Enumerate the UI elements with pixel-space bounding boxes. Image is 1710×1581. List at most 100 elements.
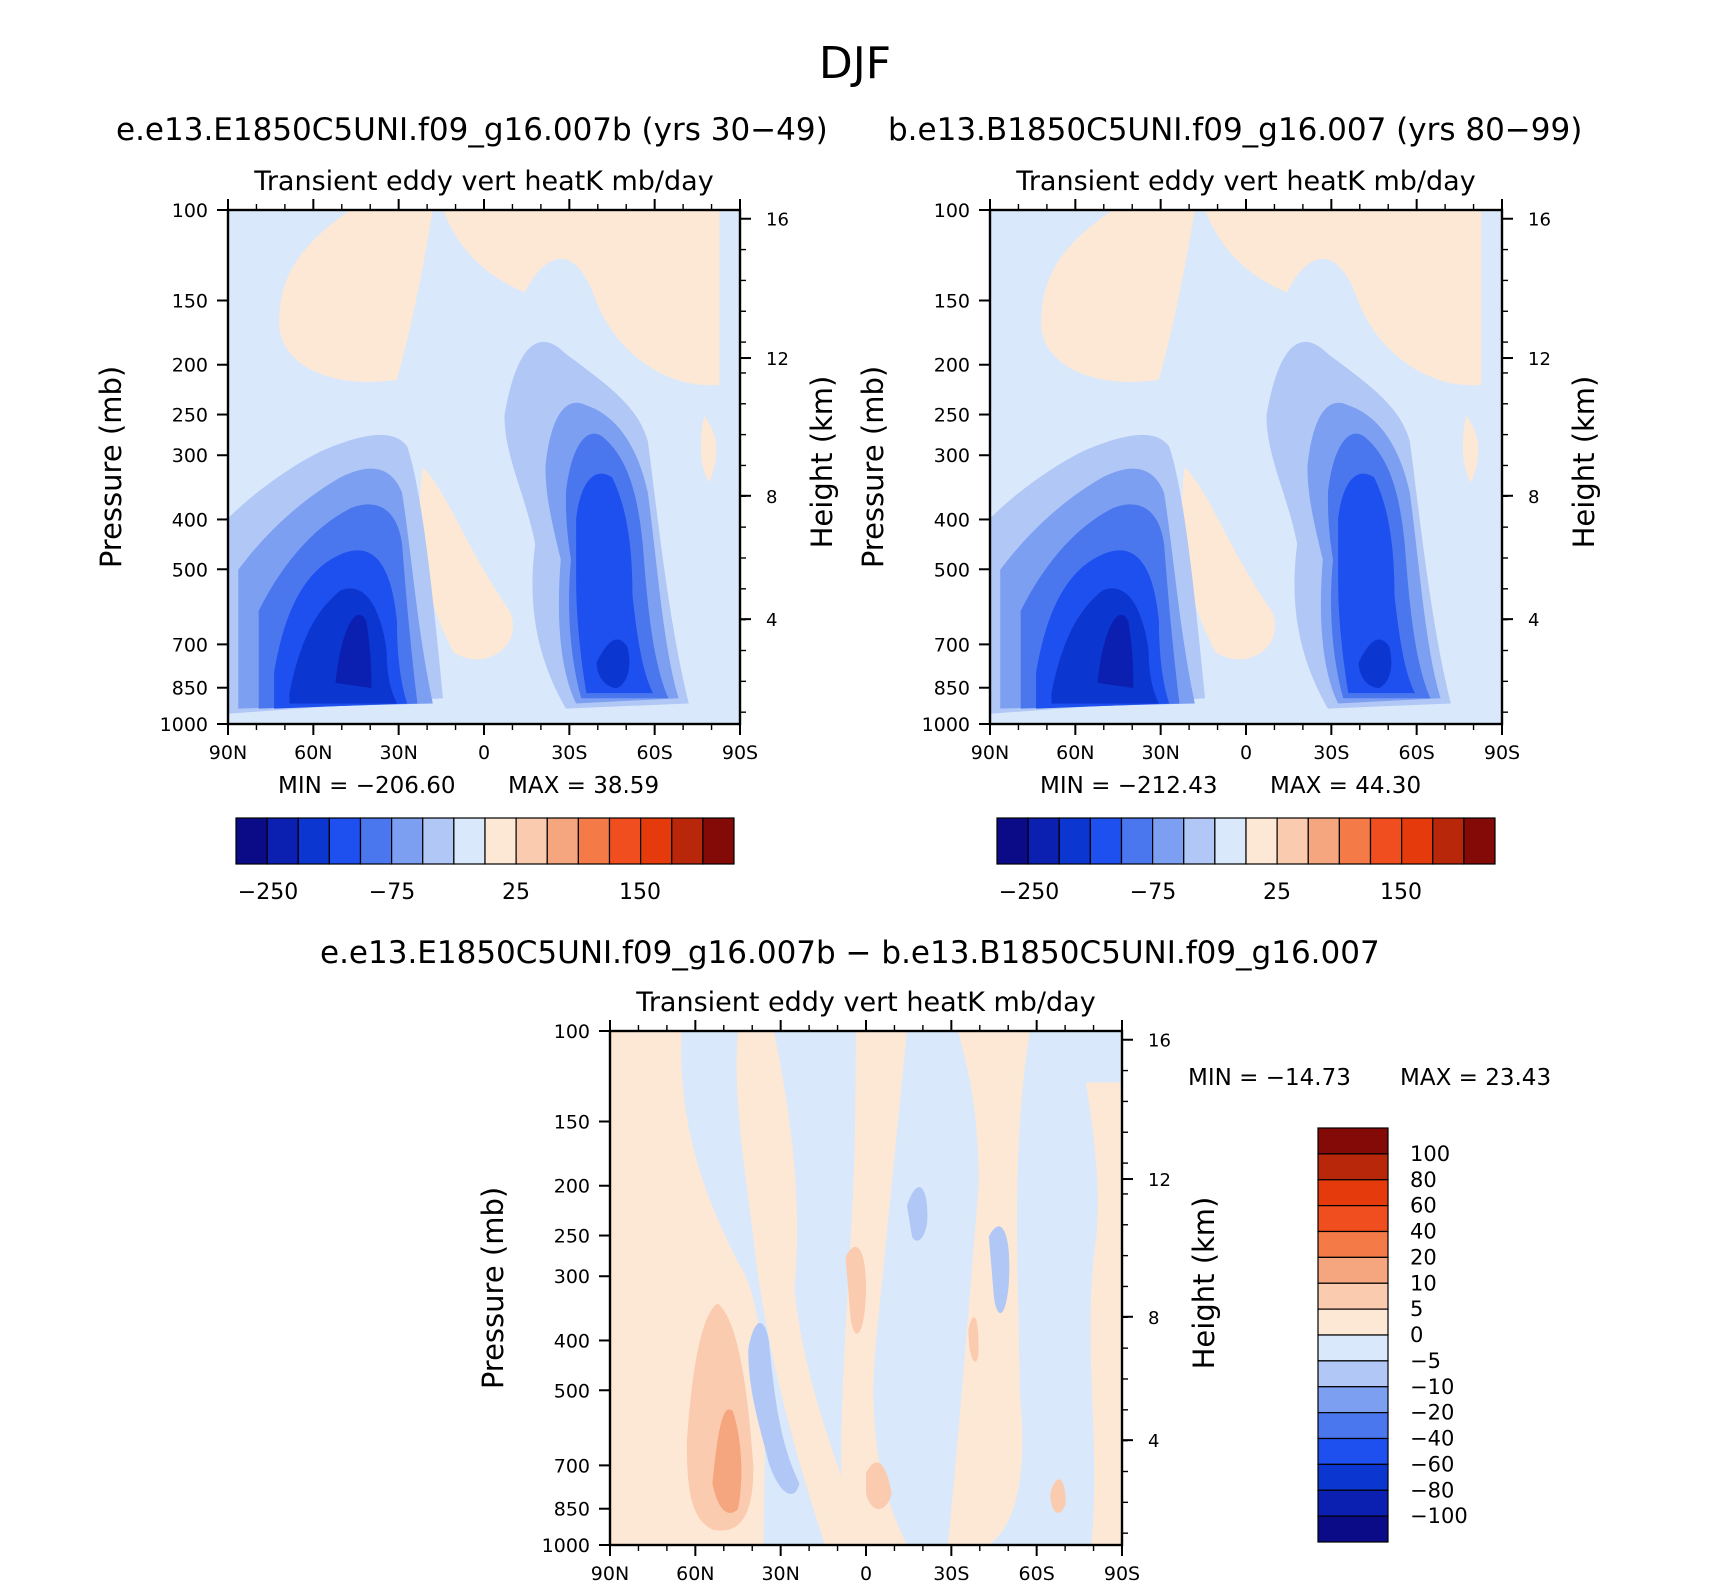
- panel-2-contour-14: [1338, 473, 1415, 694]
- panel-3-contour-4: [1086, 1082, 1122, 1545]
- panel-1-colorbar-box: [359, 817, 393, 865]
- panel-3-x-tick-label: 30S: [933, 1563, 969, 1581]
- panel-3-x-tick-label: 60S: [1019, 1563, 1055, 1581]
- panel-1-y-tick-label: 300: [172, 445, 208, 467]
- panel-1-y-tick-label: 100: [172, 200, 208, 222]
- panel-2-colorbar-box: [1183, 817, 1216, 865]
- panel-2-y-tick-label: 400: [934, 509, 970, 531]
- panel-3-x-tick-label: 90S: [1104, 1563, 1140, 1581]
- panel-1-y-tick-label: 700: [172, 634, 208, 656]
- panel-3-max-label: MAX = 23.43: [1400, 1065, 1551, 1091]
- panel-1-colorbar-box: [608, 817, 642, 865]
- panel-2-min-label: MIN = −212.43: [1040, 773, 1217, 799]
- panel-3-contour-3: [947, 1031, 1030, 1545]
- panel-3-y-tick-label: 400: [554, 1330, 590, 1352]
- panel-1-colorbar-box: [266, 817, 299, 865]
- panel-1-colorbar-box: [422, 817, 455, 865]
- panel-3-y-tick-label: 700: [554, 1455, 590, 1477]
- panel-3-contour-10: [845, 1246, 866, 1334]
- panel-2-colorbar-box: [1463, 817, 1496, 865]
- panel-1-x-tick-label: 90N: [209, 742, 247, 764]
- panel-3-colorbar-label: −60: [1410, 1452, 1454, 1476]
- panel-1-contour-1: [279, 210, 433, 382]
- panel-1-x-tick-label: 90S: [722, 742, 758, 764]
- panel-2-y2label: Height (km): [1567, 376, 1601, 549]
- panel-2-colorbar-box: [1245, 817, 1278, 865]
- panel-3: 90N 60N 30N 0 30S 60S 90S100150200250300400500…: [476, 987, 1551, 1581]
- panel-1-colorbar-box: [702, 817, 735, 865]
- panel-2-contour-10: [1097, 614, 1134, 689]
- panel-1-colorbar-label: 150: [619, 880, 661, 905]
- panel-3-contour-7: [748, 1322, 800, 1495]
- panel-2-colorbar-box: [1089, 817, 1123, 865]
- panel-1-colorbar-box: [577, 817, 611, 865]
- panel-2-y-tick-label: 150: [934, 291, 970, 313]
- panel-1-case-title: e.e13.E1850C5UNI.f09_g16.007b (yrs 30−49…: [116, 112, 828, 148]
- panel-3-contour-12: [1050, 1479, 1066, 1513]
- panel-2-y2-tick-label: 4: [1528, 610, 1539, 631]
- panel-3-colorbar-label: 0: [1410, 1323, 1423, 1347]
- panel-2-max-label: MAX = 44.30: [1270, 773, 1421, 799]
- panel-3-colorbar-box: [1317, 1256, 1389, 1284]
- panel-3-colorbar-label: 10: [1410, 1271, 1437, 1295]
- panel-3-colorbar-label: 5: [1410, 1297, 1423, 1321]
- panel-2-title: Transient eddy vert heatK mb/day: [1015, 166, 1475, 197]
- panel-2-y2-tick-label: 16: [1528, 210, 1551, 231]
- panel-1-colorbar-box: [640, 817, 673, 865]
- panel-3-colorbar-box: [1317, 1230, 1389, 1258]
- panel-2-colorbar-box: [1276, 817, 1309, 865]
- panel-2-colorbar-box: [996, 817, 1029, 865]
- panel-1-y-tick-label: 150: [172, 291, 208, 313]
- panel-3-contour-9: [988, 1226, 1010, 1314]
- panel-2-colorbar-box: [1307, 817, 1340, 865]
- panel-3-colorbar-label: −10: [1410, 1375, 1454, 1399]
- panel-2-x-tick-label: 90N: [971, 742, 1009, 764]
- panel-3-colorbar-box: [1317, 1412, 1389, 1440]
- panel-2-y-tick-label: 500: [934, 559, 970, 581]
- panel-2-contour-1: [1041, 210, 1195, 382]
- panel-3-colorbar-label: −5: [1410, 1349, 1441, 1373]
- panel-3-colorbar-box: [1317, 1386, 1389, 1414]
- panel-1-contour-3: [419, 467, 513, 660]
- panel-2-y-tick-label: 200: [934, 355, 970, 377]
- panel-3-colorbar-box: [1317, 1515, 1389, 1543]
- panel-3-y2label: Height (km): [1187, 1197, 1221, 1370]
- panel-3-colorbar-box: [1317, 1282, 1389, 1310]
- panel-1-colorbar-box: [515, 817, 548, 865]
- panel-1-contour-2: [443, 210, 720, 386]
- panel-2-colorbar-box: [1338, 817, 1372, 865]
- panel-3-y-tick-label: 500: [554, 1380, 590, 1402]
- panel-3-min-label: MIN = −14.73: [1188, 1065, 1351, 1091]
- panel-3-colorbar-box: [1317, 1308, 1389, 1336]
- panel-2-colorbar-box: [1058, 817, 1091, 865]
- panel-1: 90N 60N 30N 0 30S 60S 90S 100 150 200 250 300 400 500…: [94, 166, 839, 905]
- panel-1-colorbar-box: [484, 817, 517, 865]
- panel-3-colorbar-box: [1317, 1179, 1389, 1207]
- panel-3-colorbar-box: [1317, 1360, 1389, 1388]
- panel-3-contour-2: [841, 1031, 907, 1545]
- panel-1-x-tick-label: 60N: [294, 742, 332, 764]
- panel-1-colorbar-box: [328, 817, 362, 865]
- panel-1-y-tick-label: 500: [172, 559, 208, 581]
- panel-1-colorbar-label: −250: [238, 880, 298, 905]
- panel-3-y-tick-label: 100: [554, 1021, 590, 1043]
- panel-2-field: [990, 210, 1502, 724]
- panel-2-contour-3: [1181, 467, 1275, 660]
- panel-2-colorbar-box: [1401, 817, 1434, 865]
- panel-3-y-tick-label: 250: [554, 1226, 590, 1248]
- panel-2-x-tick-label: 30N: [1141, 742, 1179, 764]
- panel-2-case-title: b.e13.B1850C5UNI.f09_g16.007 (yrs 80−99): [888, 112, 1583, 148]
- panel-1-contour-14: [576, 473, 653, 694]
- panel-2-y-tick-label: 700: [934, 634, 970, 656]
- panel-2-contour-2: [1205, 210, 1482, 386]
- panel-1-colorbar-box: [671, 817, 704, 865]
- panel-3-y2-tick-label: 8: [1148, 1308, 1159, 1329]
- panel-1-y2label: Height (km): [805, 376, 839, 549]
- panel-3-colorbar-label: 80: [1410, 1168, 1437, 1192]
- panel-3-y-tick-label: 1000: [542, 1535, 590, 1557]
- panel-3-y-tick-label: 200: [554, 1176, 590, 1198]
- panel-3-y2-tick-label: 12: [1148, 1170, 1171, 1191]
- panel-2-colorbar-box: [1120, 817, 1154, 865]
- panel-1-x-tick-label: 30N: [379, 742, 417, 764]
